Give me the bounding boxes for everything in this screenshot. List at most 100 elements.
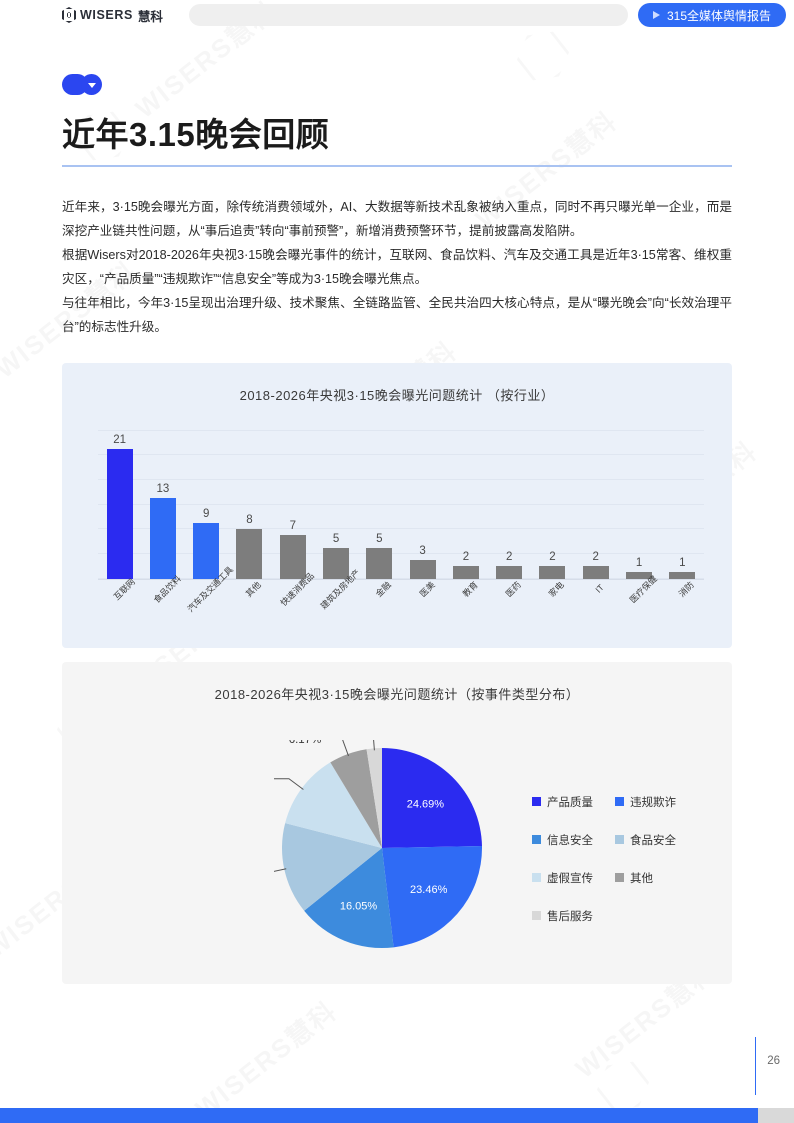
bar-xlabel-cell: 建筑及房地产 <box>314 567 363 641</box>
hexagon-logo-icon <box>62 7 76 23</box>
bar-xlabel: 其他 <box>244 579 264 599</box>
bar-chart-gridlines <box>98 429 704 579</box>
bar-rect <box>366 547 393 579</box>
legend-label: 产品质量 <box>547 796 593 809</box>
footer-bar-accent <box>758 1108 794 1123</box>
bar-column: 8 <box>228 431 271 579</box>
pie-value-label: 24.69% <box>407 798 445 810</box>
report-title-pill[interactable]: 315全媒体舆情报告 <box>638 3 786 27</box>
bar-chart-bars: 21 13 9 8 7 5 5 3 2 2 2 2 1 1 <box>98 431 704 579</box>
legend-item[interactable]: 信息安全 <box>532 832 593 848</box>
page-number: 26 <box>767 1055 780 1067</box>
bar-rect <box>193 523 220 579</box>
brand-logo: WISERS 慧科 <box>62 6 163 25</box>
pie-chart-card: 2018-2026年央视3·15晚会曝光问题统计（按事件类型分布） 24.69%… <box>62 661 732 984</box>
bar-xlabel-cell: 其他 <box>228 579 271 641</box>
bar-rect <box>323 547 350 579</box>
bar-value-label: 9 <box>203 508 210 520</box>
legend-swatch <box>615 873 624 882</box>
bar-rect <box>149 498 176 579</box>
bar-xlabel: 家电 <box>547 579 567 599</box>
pie-value-label: 23.46% <box>410 883 448 895</box>
legend-item[interactable]: 产品质量 <box>532 794 593 810</box>
bar-value-label: 5 <box>332 532 340 545</box>
report-title-label: 315全媒体舆情报告 <box>666 8 772 23</box>
pie-value-label: 6.17% <box>289 740 322 746</box>
page-number-divider <box>754 1037 756 1095</box>
bar-value-label: 13 <box>156 483 170 496</box>
bar-xlabel-cell: 医药 <box>488 579 531 641</box>
brand-name-cn: 慧科 <box>137 9 163 24</box>
bar-xlabel-cell: 教育 <box>444 579 487 641</box>
pie-slice <box>382 845 482 947</box>
legend-swatch <box>532 911 541 920</box>
legend-item[interactable]: 其他 <box>615 870 676 886</box>
bar-column: 2 <box>574 431 617 579</box>
bar-chart-card: 2018-2026年央视3·15晚会曝光问题统计 （按行业） 21 13 9 8 7 5 5… <box>62 362 732 648</box>
legend-item[interactable]: 虚假宣传 <box>532 870 593 886</box>
bar-value-label: 21 <box>113 434 127 446</box>
bar-column: 1 <box>617 431 660 579</box>
bar-xlabel: 医药 <box>503 579 524 599</box>
bar-xlabel-cell: 快速消费品 <box>271 570 315 641</box>
chevron-down-icon <box>81 74 102 95</box>
section-badge <box>62 74 104 95</box>
bar-xlabel: 消防 <box>676 579 697 599</box>
pie-slice <box>282 822 382 911</box>
legend-item[interactable]: 食品安全 <box>615 832 676 848</box>
bar-column: 2 <box>531 431 574 579</box>
footer-bar <box>0 1108 758 1123</box>
bar-rect <box>582 566 609 579</box>
bar-rect <box>236 529 263 579</box>
pie-chart-title: 2018-2026年央视3·15晚会曝光问题统计（按事件类型分布） <box>214 686 580 702</box>
pie-slice <box>382 747 482 848</box>
legend-label: 食品安全 <box>630 834 676 847</box>
pie-chart-svg: 24.69%23.46%16.05%14.81%12.35%6.17%2.47% <box>209 727 482 948</box>
legend-item[interactable]: 违规欺诈 <box>615 794 676 810</box>
bar-rect <box>279 535 306 579</box>
brand-name: WISERS <box>80 8 133 22</box>
bar-xlabel-cell: 医疗保健 <box>617 573 660 641</box>
paragraph: 近年来，3·15晚会曝光方面，除传统消费领域外，AI、大数据等新技术乱象被纳入重… <box>62 199 732 238</box>
legend-label: 售后服务 <box>547 910 593 923</box>
pie-chart-plot: 24.69%23.46%16.05%14.81%12.35%6.17%2.47% <box>209 727 490 956</box>
pie-slice <box>366 747 382 848</box>
bar-column: 9 <box>185 431 228 579</box>
bar-xlabel: 教育 <box>460 579 480 599</box>
bar-chart-plot: 21 13 9 8 7 5 5 3 2 2 2 2 1 1 <box>98 429 704 579</box>
legend-swatch <box>615 835 624 844</box>
bar-rect <box>539 566 566 579</box>
bar-value-label: 7 <box>289 520 296 533</box>
bar-value-label: 1 <box>679 557 686 570</box>
pie-chart-legend: 产品质量 违规欺诈信息安全 食品安全虚假宣传 其他售后服务 <box>532 794 676 924</box>
bar-column: 5 <box>314 431 357 579</box>
pie-slice <box>285 761 382 848</box>
legend-item[interactable]: 售后服务 <box>532 908 593 924</box>
bar-xlabel-cell: 汽车及交通工具 <box>185 564 236 641</box>
legend-label: 信息安全 <box>547 834 593 847</box>
bar-value-label: 2 <box>462 551 470 564</box>
legend-swatch <box>615 797 624 806</box>
play-icon <box>652 11 660 19</box>
header-placeholder-bar <box>188 4 628 26</box>
bar-value-label: 5 <box>376 532 383 545</box>
bar-xlabel-cell: IT <box>574 582 617 641</box>
pie-slice <box>304 847 394 948</box>
bar-xlabel: 金融 <box>373 579 394 599</box>
paragraph: 与往年相比，今年3·15呈现出治理升级、技术聚焦、全链路监管、全民共治四大核心特… <box>62 295 732 334</box>
bar-xlabel-cell: 食品饮料 <box>141 573 184 641</box>
bar-rect <box>669 572 696 579</box>
bar-value-label: 2 <box>592 551 599 564</box>
bar-rect <box>106 449 133 579</box>
bar-xlabel-cell: 互联网 <box>98 576 141 641</box>
bar-value-label: 3 <box>419 545 426 557</box>
bar-rect <box>452 566 479 579</box>
bar-xlabel-cell: 医美 <box>401 579 444 641</box>
bar-value-label: 2 <box>549 551 556 564</box>
bar-chart-xaxis-labels: 互联网 食品饮料 汽车及交通工具 其他 快速消费品 建筑及房地产 金融 医美 教育 医药 家电 IT 医… <box>98 564 704 641</box>
pie-leader-line <box>324 737 349 756</box>
bar-chart-axis <box>98 578 704 580</box>
bar-xlabel: 医美 <box>417 579 437 599</box>
